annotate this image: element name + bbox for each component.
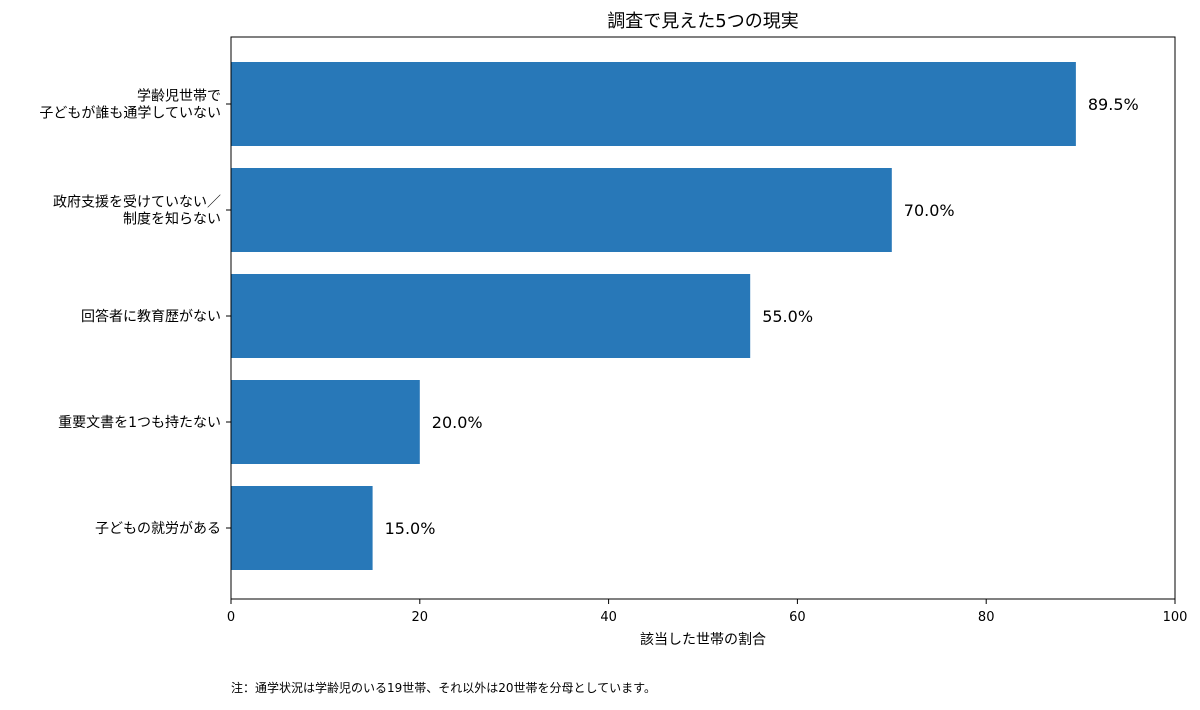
bar bbox=[231, 62, 1076, 146]
value-label: 70.0% bbox=[904, 201, 955, 220]
x-tick-label: 40 bbox=[600, 610, 617, 625]
value-label: 20.0% bbox=[432, 413, 483, 432]
bars-layer bbox=[231, 62, 1076, 570]
bar bbox=[231, 168, 892, 252]
value-labels-layer: 89.5% 70.0% 55.0% 20.0% 15.0% bbox=[385, 95, 1139, 538]
x-tick-label: 80 bbox=[978, 610, 995, 625]
category-labels-layer: 学齢児世帯で子どもが誰も通学していない政府支援を受けていない／制度を知らない回答… bbox=[39, 89, 221, 538]
x-tick-label: 0 bbox=[227, 610, 235, 625]
bar bbox=[231, 380, 420, 464]
footnote: 注：通学状況は学齢児のいる19世帯、それ以外は20世帯を分母としています。 bbox=[231, 680, 656, 695]
category-label: 子どもが誰も通学していない bbox=[39, 106, 221, 122]
x-axis-label: 該当した世帯の割合 bbox=[640, 631, 766, 648]
x-tick-label: 60 bbox=[789, 610, 806, 625]
value-label: 89.5% bbox=[1088, 95, 1139, 114]
category-label: 重要文書を1つも持たない bbox=[58, 415, 221, 431]
value-label: 55.0% bbox=[762, 307, 813, 326]
chart-title: 調査で見えた5つの現実 bbox=[607, 11, 798, 32]
category-label: 政府支援を受けていない／ bbox=[53, 195, 221, 211]
category-label: 回答者に教育歴がない bbox=[81, 308, 221, 325]
bar bbox=[231, 486, 373, 570]
category-label: 子どもの就労がある bbox=[95, 521, 221, 537]
x-tick-label: 100 bbox=[1163, 610, 1188, 625]
bar bbox=[231, 274, 751, 358]
value-label: 15.0% bbox=[385, 519, 436, 538]
plot-frame bbox=[230, 36, 1176, 600]
category-label: 学齢児世帯で bbox=[137, 89, 221, 105]
x-axis-ticks: 0 20 40 60 80 100 bbox=[226, 103, 1188, 625]
x-tick-label: 20 bbox=[412, 610, 429, 625]
category-label: 制度を知らない bbox=[123, 211, 221, 228]
